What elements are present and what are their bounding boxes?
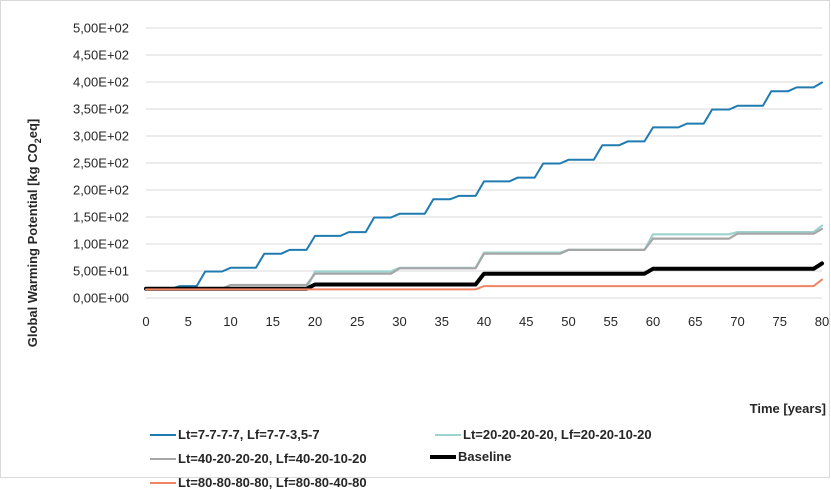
chart-svg: 0,00E+00 5,00E+01 1,00E+02 1,50E+02 2,00E+02… <box>25 21 829 417</box>
y-tick-label: 2,50E+02 <box>73 156 129 171</box>
x-tick-label: 70 <box>730 314 744 329</box>
legend-label-lt80: Lt=80-80-80-80, Lf=80-80-40-80 <box>178 475 367 490</box>
legend-swatch-lt40 <box>150 457 176 460</box>
y-tick-label: 3,00E+02 <box>73 129 129 144</box>
x-axis-title: Time [years] <box>750 401 826 416</box>
legend-item-baseline: Baseline <box>430 449 511 464</box>
y-tick-labels: 0,00E+00 5,00E+01 1,00E+02 1,50E+02 2,00E+02… <box>73 21 129 306</box>
legend-swatch-lt80 <box>150 481 176 484</box>
series-line-0 <box>145 81 823 290</box>
y-tick-label: 4,00E+02 <box>73 75 129 90</box>
x-tick-label: 65 <box>688 314 702 329</box>
x-tick-label: 20 <box>308 314 322 329</box>
legend-item-lt80: Lt=80-80-80-80, Lf=80-80-40-80 <box>150 475 367 490</box>
x-tick-label: 5 <box>185 314 192 329</box>
series-line-3 <box>144 261 824 291</box>
series-line-2 <box>144 227 824 290</box>
x-tick-labels: 0 5 10 15 20 25 30 35 40 45 50 55 60 65 70 75 80 <box>142 314 829 329</box>
x-tick-label: 80 <box>815 314 829 329</box>
x-tick-label: 40 <box>477 314 491 329</box>
legend-item-lt7: Lt=7-7-7-7, Lf=7-7-3,5-7 <box>150 427 320 442</box>
legend-label-lt7: Lt=7-7-7-7, Lf=7-7-3,5-7 <box>178 427 320 442</box>
x-tick-label: 25 <box>350 314 364 329</box>
series-line-4 <box>145 278 823 291</box>
y-tick-label: 3,50E+02 <box>73 102 129 117</box>
x-tick-label: 60 <box>646 314 660 329</box>
legend-swatch-lt7 <box>150 433 176 436</box>
y-tick-label: 1,00E+02 <box>73 237 129 252</box>
x-tick-label: 55 <box>604 314 618 329</box>
legend-label-lt20: Lt=20-20-20-20, Lf=20-20-10-20 <box>463 427 652 442</box>
gridlines <box>146 27 822 299</box>
x-tick-label: 30 <box>392 314 406 329</box>
y-tick-label: 5,00E+02 <box>73 21 129 36</box>
legend-item-lt40: Lt=40-20-20-20, Lf=40-20-10-20 <box>150 451 367 466</box>
y-tick-label: 2,00E+02 <box>73 183 129 198</box>
x-tick-label: 10 <box>223 314 237 329</box>
y-tick-label: 5,00E+01 <box>73 264 129 279</box>
x-tick-label: 45 <box>519 314 533 329</box>
legend-swatch-lt20 <box>435 433 461 436</box>
x-tick-label: 0 <box>142 314 149 329</box>
legend-label-lt40: Lt=40-20-20-20, Lf=40-20-10-20 <box>178 451 367 466</box>
x-tick-label: 35 <box>435 314 449 329</box>
series-line-1 <box>144 224 824 290</box>
y-tick-label: 4,50E+02 <box>73 48 129 63</box>
x-tick-label: 75 <box>773 314 787 329</box>
series-lines <box>144 81 824 291</box>
legend-swatch-baseline <box>430 454 456 459</box>
y-tick-label: 0,00E+00 <box>73 291 129 306</box>
x-tick-label: 15 <box>266 314 280 329</box>
y-tick-label: 1,50E+02 <box>73 210 129 225</box>
legend-item-lt20: Lt=20-20-20-20, Lf=20-20-10-20 <box>435 427 652 442</box>
y-axis-title: Global Warming Potential [kg CO2eq] <box>25 119 43 347</box>
x-tick-label: 50 <box>561 314 575 329</box>
chart-frame <box>0 0 830 478</box>
legend-label-baseline: Baseline <box>458 449 512 464</box>
